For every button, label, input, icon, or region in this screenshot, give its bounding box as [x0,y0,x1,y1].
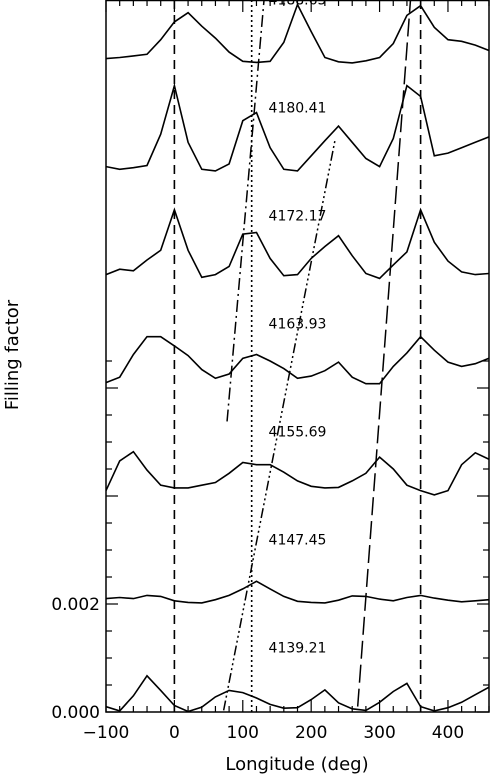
curve-label: 4172.17 [269,209,327,225]
curve-4155-69 [106,450,489,496]
x-tick-label: 200 [295,723,327,743]
curve-labels: 4139.21 4147.45 4155.69 4163.93 4172.17 4180.… [269,0,327,657]
trend-line-dash-triple-dot [222,139,336,711]
trend-lines [222,0,412,711]
y-axis-title: Filling factor [2,299,23,410]
x-tick-label: 100 [227,723,259,743]
trend-line-long-dash [356,0,412,707]
x-tick-label: 300 [363,723,395,743]
curve-label: 4155.69 [269,425,327,441]
curve-4163-93 [106,335,489,385]
curve-4147-45 [106,580,489,604]
x-tick-label: 400 [432,723,464,743]
x-tick-label: 0 [169,723,180,743]
curve-4180-41 [106,82,489,172]
x-tick-label: −100 [83,723,130,743]
x-axis-title: Longitude (deg) [225,754,368,775]
curve-label: 4147.45 [269,533,327,549]
x-axis-ticks: −100 0 100 200 300 400 [83,0,490,743]
y-tick-label: 0.000 [51,703,100,723]
y-axis-ticks: 0.000 0.002 [51,360,489,723]
curve-label: 4139.21 [269,641,327,657]
curve-4172-17 [106,207,489,280]
curve-label: 4180.41 [269,101,327,117]
curve-label: 4163.93 [269,317,327,333]
curve-4188-65 [106,2,489,64]
y-tick-label: 0.002 [51,595,100,615]
